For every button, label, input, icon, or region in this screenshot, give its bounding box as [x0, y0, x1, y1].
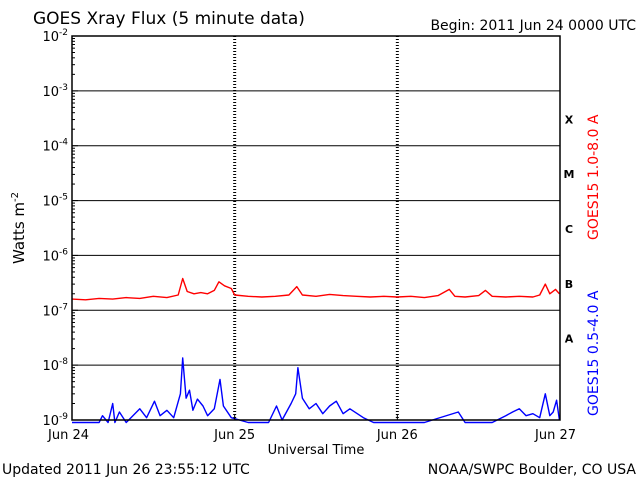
- flare-class-c: C: [565, 223, 573, 236]
- begin-label: Begin: 2011 Jun 24 0000 UTC: [430, 18, 636, 34]
- y-axis: 10-2 10-3 10-4 10-5 10-6 10-7 10-8 10-9: [42, 28, 78, 429]
- y-tick-label: 10-3: [42, 83, 68, 100]
- y-tick-label: 10-5: [42, 193, 68, 210]
- flare-class-m: M: [564, 168, 575, 181]
- x-tick-label: Jun 24: [47, 428, 89, 443]
- y-tick-label: 10-2: [42, 28, 68, 45]
- y-axis-label-superscript: -2: [10, 192, 21, 202]
- chart-title: GOES Xray Flux (5 minute data): [33, 9, 305, 29]
- x-tick-label: Jun 26: [376, 428, 418, 443]
- y-tick-label: 10-7: [42, 302, 68, 319]
- y-axis-label: Watts m-2: [10, 192, 28, 264]
- series-line-long-wavelength: [71, 277, 560, 301]
- source-credit: NOAA/SWPC Boulder, CO USA: [428, 462, 637, 478]
- x-axis: Jun 24 Jun 25 Jun 26 Jun 27: [47, 414, 576, 443]
- y-tick-label: 10-9: [42, 412, 68, 429]
- flare-class-b: B: [565, 278, 573, 291]
- legend-series-long: GOES15 1.0-8.0 A: [586, 114, 602, 240]
- flare-class-labels: X M C B A: [564, 113, 575, 345]
- x-tick-label: Jun 27: [534, 428, 576, 443]
- flare-class-a: A: [565, 333, 574, 346]
- plot-frame: [71, 35, 561, 421]
- y-tick-label: 10-6: [42, 247, 68, 264]
- y-tick-label: 10-4: [42, 138, 68, 155]
- chart-grid: [72, 36, 560, 420]
- y-tick-label: 10-8: [42, 357, 68, 374]
- legend-series-short: GOES15 0.5-4.0 A: [586, 290, 602, 416]
- x-tick-label: Jun 25: [213, 428, 255, 443]
- x-axis-label: Universal Time: [268, 443, 365, 458]
- flare-class-x: X: [565, 113, 574, 126]
- updated-timestamp: Updated 2011 Jun 26 23:55:12 UTC: [2, 462, 250, 478]
